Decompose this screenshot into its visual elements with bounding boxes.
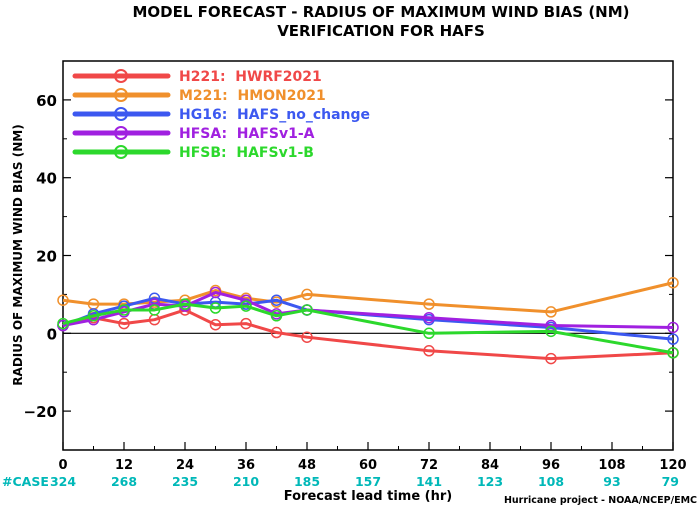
- data-point: [423, 298, 435, 310]
- y-tick-label: 60: [36, 92, 57, 110]
- x-tick-label: 60: [359, 458, 377, 473]
- legend-marker: [114, 69, 128, 83]
- legend-marker: [114, 145, 128, 159]
- case-count: 79: [662, 474, 679, 489]
- y-tick-label: 0: [47, 325, 57, 343]
- legend-item: HFSB: HAFSv1-B: [72, 145, 314, 161]
- data-point: [423, 311, 435, 324]
- case-count: 123: [477, 474, 503, 489]
- case-count: 108: [538, 474, 564, 489]
- series-group: [57, 298, 679, 359]
- x-tick-label: 120: [659, 458, 686, 473]
- data-point: [179, 298, 191, 310]
- data-point: [301, 304, 313, 316]
- legend-marker: [114, 126, 128, 140]
- x-tick-label: 0: [58, 458, 67, 473]
- x-axis-label: Forecast lead time (hr): [284, 489, 452, 504]
- data-point: [545, 325, 557, 338]
- case-count-label: #CASE: [2, 474, 49, 489]
- case-count: 268: [111, 474, 137, 489]
- case-count: 210: [233, 474, 259, 489]
- data-point: [209, 318, 222, 331]
- case-count: 235: [172, 474, 198, 489]
- data-point: [240, 317, 252, 330]
- data-point: [209, 286, 222, 299]
- legend-label: HFSA: HAFSv1-A: [179, 126, 315, 142]
- case-count: 141: [416, 474, 442, 489]
- legend-label: HFSB: HAFSv1-B: [179, 145, 314, 161]
- legend-item: HG16: HAFS_no_change: [72, 107, 370, 123]
- y-tick-label: 40: [36, 170, 57, 188]
- data-point: [57, 294, 69, 306]
- x-tick-label: 84: [481, 458, 499, 473]
- y-tick-label: 20: [36, 248, 57, 266]
- x-tick-label: 48: [298, 458, 316, 473]
- chart-title: MODEL FORECAST - RADIUS OF MAXIMUM WIND …: [132, 3, 629, 21]
- series-layer: [57, 276, 679, 365]
- data-point: [57, 317, 69, 330]
- data-point: [209, 302, 222, 314]
- x-tick-label: 72: [420, 458, 438, 473]
- data-point: [240, 300, 252, 312]
- legend-item: HFSA: HAFSv1-A: [72, 126, 315, 142]
- x-tick-label: 96: [542, 458, 560, 473]
- data-point: [148, 304, 161, 316]
- chart-subtitle: VERIFICATION FOR HAFS: [277, 22, 485, 40]
- legend-label: M221: HMON2021: [179, 88, 326, 104]
- case-count: 157: [355, 474, 381, 489]
- credit-text: Hurricane project - NOAA/NCEP/EMC: [504, 495, 697, 506]
- y-tick-label: −20: [24, 403, 57, 421]
- legend-label: HG16: HAFS_no_change: [179, 107, 370, 123]
- data-point: [667, 333, 679, 345]
- data-point: [118, 304, 130, 316]
- legend-item: H221: HWRF2021: [72, 69, 322, 85]
- x-tick-label: 108: [598, 458, 625, 473]
- data-point: [118, 317, 130, 330]
- legend-label: H221: HWRF2021: [179, 69, 322, 85]
- x-tick-label: 36: [237, 458, 255, 473]
- data-point: [270, 294, 283, 306]
- y-axis-label: RADIUS OF MAXIMUM WIND BIAS (NM): [11, 124, 25, 385]
- case-counts: 324 268 235 210 185 157 141 123 108 93 79: [50, 474, 679, 489]
- data-point: [667, 347, 679, 359]
- data-point: [301, 331, 313, 343]
- x-tick-label: 12: [115, 458, 133, 473]
- data-point: [667, 276, 679, 289]
- data-point: [423, 327, 435, 340]
- data-point: [545, 306, 557, 318]
- data-point: [545, 352, 557, 365]
- data-point: [423, 345, 435, 357]
- data-point: [87, 310, 100, 322]
- case-count: 324: [50, 474, 76, 489]
- series-line: [62, 308, 674, 361]
- x-tick-label: 24: [176, 458, 194, 473]
- data-point: [270, 326, 283, 339]
- legend-marker: [114, 88, 128, 102]
- data-point: [270, 310, 283, 322]
- axis-ticks: 0 12 24 36 48 60 72 84 96 108 120 −20 0 20 40 60: [24, 60, 687, 473]
- data-point: [301, 288, 313, 301]
- legend: H221: HWRF2021 M221: HMON2021 HG16: HAFS_n…: [72, 69, 370, 161]
- case-count: 185: [294, 474, 320, 489]
- data-point: [667, 321, 679, 334]
- legend-marker: [114, 107, 128, 121]
- case-count: 93: [603, 474, 620, 489]
- legend-item: M221: HMON2021: [72, 88, 326, 104]
